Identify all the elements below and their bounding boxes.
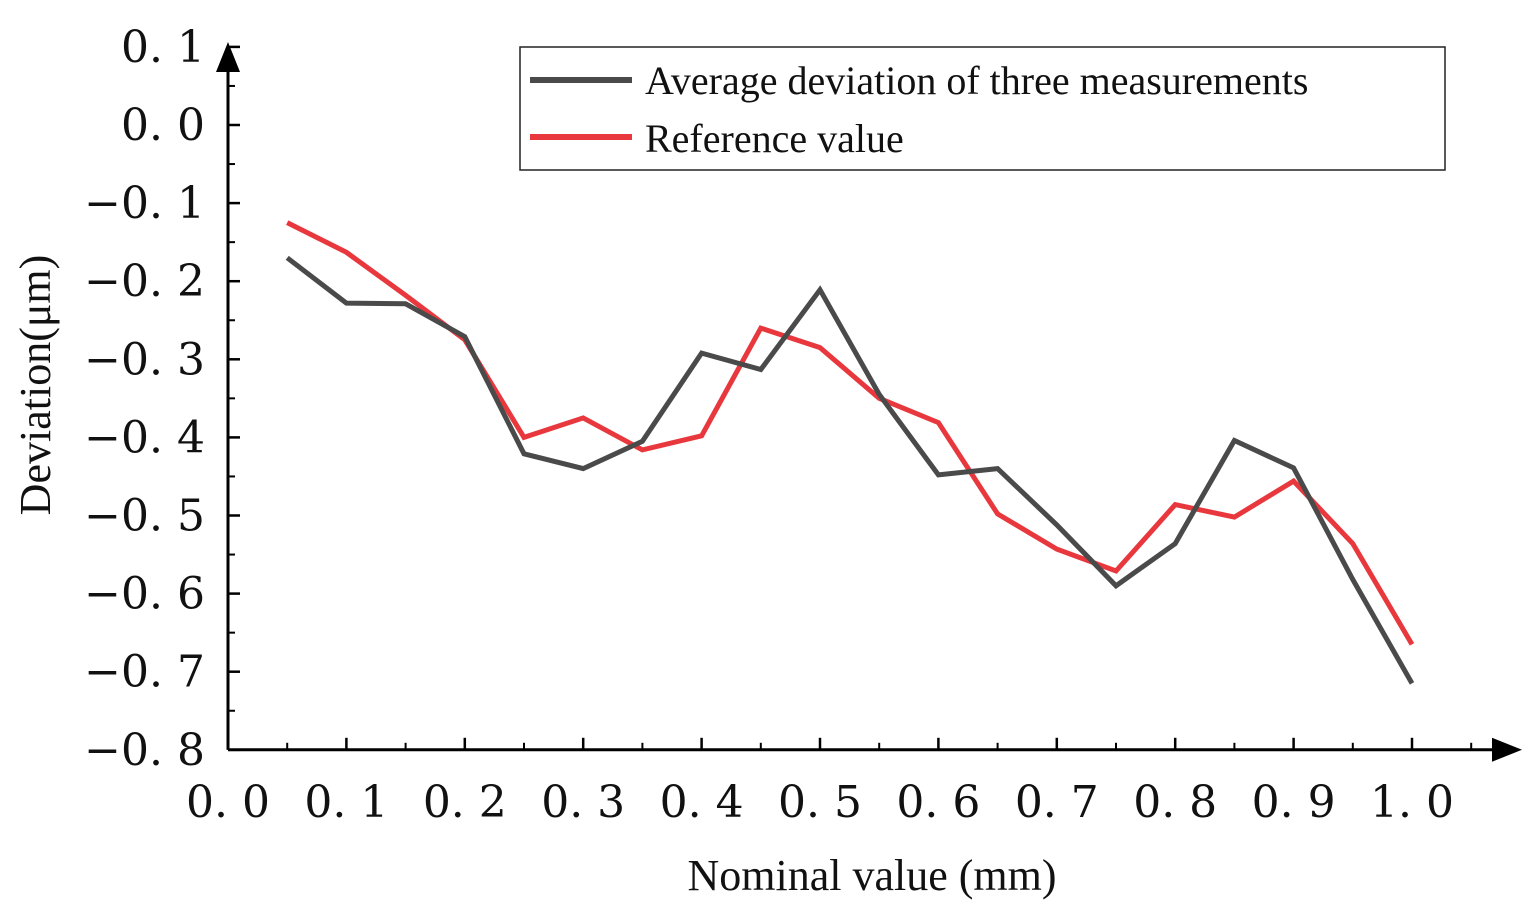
y-tick-label: −0. 5 xyxy=(84,491,205,542)
legend: Average deviation of three measurements … xyxy=(519,46,1446,171)
legend-label-reference: Reference value xyxy=(645,116,904,161)
data-lines xyxy=(285,220,1415,685)
legend-box xyxy=(519,46,1446,171)
legend-label-average: Average deviation of three measurements xyxy=(645,58,1308,103)
x-tick-label: 0. 6 xyxy=(896,777,980,828)
x-tick-label: 0. 8 xyxy=(1133,777,1217,828)
series-line-average-deviation xyxy=(285,255,1415,685)
y-tick-label: −0. 6 xyxy=(84,569,205,620)
y-tick-label: −0. 4 xyxy=(84,412,205,463)
y-tick-label: −0. 7 xyxy=(84,647,205,698)
x-tick-label: 0. 1 xyxy=(304,777,388,828)
y-tick-label: −0. 8 xyxy=(84,725,205,776)
y-tick-label: −0. 1 xyxy=(84,178,205,229)
x-tick-label: 0. 4 xyxy=(660,777,744,828)
y-axis-title: Deviation(μm) xyxy=(11,255,60,516)
x-tick-label: 0. 2 xyxy=(423,777,507,828)
y-tick-label: −0. 3 xyxy=(84,334,205,385)
y-tick-label: 0. 0 xyxy=(121,100,205,151)
y-tick-label: −0. 2 xyxy=(84,256,205,307)
x-axis-arrow xyxy=(1492,737,1522,762)
y-axis-arrow xyxy=(216,42,240,72)
x-tick-label: 0. 9 xyxy=(1252,777,1336,828)
x-tick-label: 1. 0 xyxy=(1370,777,1454,828)
axes: 0. 1 0. 0 −0. 1 −0. 2 −0. 3 −0. 4 −0. 5 −0. 6 −0… xyxy=(84,22,1522,828)
x-tick-label: 0. 7 xyxy=(1015,777,1099,828)
x-axis-title: Nominal value (mm) xyxy=(687,851,1056,900)
x-tick-label: 0. 3 xyxy=(541,777,625,828)
y-tick-label: 0. 1 xyxy=(121,22,205,73)
series-line-reference-value xyxy=(286,220,1415,646)
x-tick-label: 0. 0 xyxy=(186,777,270,828)
x-tick-label: 0. 5 xyxy=(778,777,862,828)
